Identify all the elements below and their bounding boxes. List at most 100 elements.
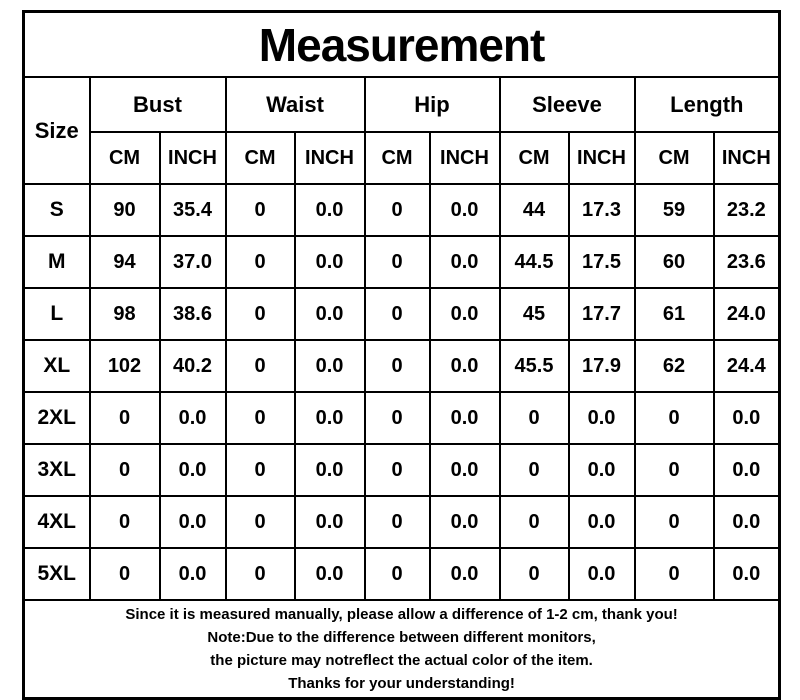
note-line: Note:Due to the difference between diffe… (207, 629, 596, 646)
value-cell: 102 (88, 339, 161, 393)
size-cell: S (22, 183, 91, 237)
value-cell: 0 (363, 183, 431, 237)
value-cell: 0.0 (428, 547, 501, 601)
page-title: Measurement (22, 10, 781, 78)
value-cell: 0.0 (293, 391, 366, 445)
value-cell: 0 (498, 495, 570, 549)
value-cell: 17.5 (567, 235, 636, 289)
value-cell: 35.4 (158, 183, 227, 237)
value-cell: 0.0 (158, 391, 227, 445)
value-cell: 0 (633, 495, 715, 549)
value-cell: 0 (363, 391, 431, 445)
value-cell: 0 (88, 443, 161, 497)
value-cell: 40.2 (158, 339, 227, 393)
group-header-row: Size Bust Waist Hip Sleeve Length (22, 76, 781, 185)
value-cell: 0 (633, 547, 715, 601)
value-cell: 24.0 (712, 287, 781, 341)
value-cell: 0 (224, 443, 296, 497)
size-cell: 5XL (22, 547, 91, 601)
value-cell: 0.0 (293, 339, 366, 393)
value-cell: 98 (88, 287, 161, 341)
note-line: Since it is measured manually, please al… (125, 606, 678, 623)
unit-header-cm: CM (363, 131, 431, 185)
notes-row: Since it is measured manually, please al… (22, 599, 781, 700)
value-cell: 0 (224, 339, 296, 393)
table-row-m: M 94 37.0 0 0.0 0 0.0 44.5 17.5 60 23.6 (22, 235, 781, 289)
table-row-3xl: 3XL 0 0.0 0 0.0 0 0.0 0 0.0 0 0.0 (22, 443, 781, 497)
value-cell: 0 (363, 339, 431, 393)
value-cell: 0.0 (293, 183, 366, 237)
value-cell: 60 (633, 235, 715, 289)
value-cell: 0.0 (712, 495, 781, 549)
value-cell: 0.0 (428, 287, 501, 341)
value-cell: 90 (88, 183, 161, 237)
value-cell: 0 (363, 287, 431, 341)
value-cell: 0 (224, 287, 296, 341)
unit-header-inch: INCH (712, 131, 781, 185)
unit-header-inch: INCH (428, 131, 501, 185)
value-cell: 0 (88, 391, 161, 445)
value-cell: 0.0 (158, 443, 227, 497)
note-line: Thanks for your understanding! (288, 675, 515, 692)
value-cell: 0 (498, 547, 570, 601)
notes-cell: Since it is measured manually, please al… (22, 599, 781, 700)
value-cell: 0.0 (293, 235, 366, 289)
size-cell: M (22, 235, 91, 289)
value-cell: 0.0 (712, 391, 781, 445)
unit-header-row: CM INCH CM INCH CM INCH CM INCH CM INCH (24, 131, 781, 185)
value-cell: 0.0 (158, 547, 227, 601)
unit-header-cm: CM (88, 131, 161, 185)
value-cell: 0 (363, 547, 431, 601)
size-cell: L (22, 287, 91, 341)
unit-header-inch: INCH (567, 131, 636, 185)
group-header-length: Length (633, 76, 781, 133)
unit-header-cm: CM (224, 131, 296, 185)
value-cell: 0.0 (428, 235, 501, 289)
note-line: the picture may notreflect the actual co… (210, 652, 593, 669)
value-cell: 0 (498, 391, 570, 445)
group-header-hip: Hip (363, 76, 501, 133)
size-cell: 4XL (22, 495, 91, 549)
value-cell: 61 (633, 287, 715, 341)
value-cell: 24.4 (712, 339, 781, 393)
value-cell: 0 (224, 235, 296, 289)
value-cell: 0.0 (428, 443, 501, 497)
value-cell: 0 (224, 547, 296, 601)
table-row-s: S 90 35.4 0 0.0 0 0.0 44 17.3 59 23.2 (22, 183, 781, 237)
value-cell: 94 (88, 235, 161, 289)
value-cell: 0.0 (293, 547, 366, 601)
value-cell: 45.5 (498, 339, 570, 393)
group-header-sleeve: Sleeve (498, 76, 636, 133)
value-cell: 45 (498, 287, 570, 341)
value-cell: 0.0 (567, 495, 636, 549)
table-row-2xl: 2XL 0 0.0 0 0.0 0 0.0 0 0.0 0 0.0 (22, 391, 781, 445)
value-cell: 0 (88, 495, 161, 549)
value-cell: 44 (498, 183, 570, 237)
value-cell: 0 (88, 547, 161, 601)
table-row-xl: XL 102 40.2 0 0.0 0 0.0 45.5 17.9 62 24.… (22, 339, 781, 393)
value-cell: 38.6 (158, 287, 227, 341)
value-cell: 0 (224, 495, 296, 549)
unit-header-inch: INCH (293, 131, 366, 185)
value-cell: 17.7 (567, 287, 636, 341)
value-cell: 0 (224, 391, 296, 445)
value-cell: 17.3 (567, 183, 636, 237)
group-header-bust: Bust (88, 76, 227, 133)
size-column-header: Size (22, 76, 91, 185)
value-cell: 62 (633, 339, 715, 393)
value-cell: 0.0 (293, 495, 366, 549)
value-cell: 0.0 (428, 339, 501, 393)
size-cell: 2XL (22, 391, 91, 445)
table-row-l: L 98 38.6 0 0.0 0 0.0 45 17.7 61 24.0 (22, 287, 781, 341)
value-cell: 23.6 (712, 235, 781, 289)
unit-header-cm: CM (633, 131, 715, 185)
value-cell: 0 (224, 183, 296, 237)
value-cell: 0.0 (158, 495, 227, 549)
value-cell: 0 (633, 391, 715, 445)
measurement-table: Measurement Size Bust Waist Hip Sleeve L… (22, 10, 782, 700)
value-cell: 37.0 (158, 235, 227, 289)
value-cell: 0 (363, 235, 431, 289)
value-cell: 0.0 (428, 183, 501, 237)
value-cell: 17.9 (567, 339, 636, 393)
value-cell: 59 (633, 183, 715, 237)
